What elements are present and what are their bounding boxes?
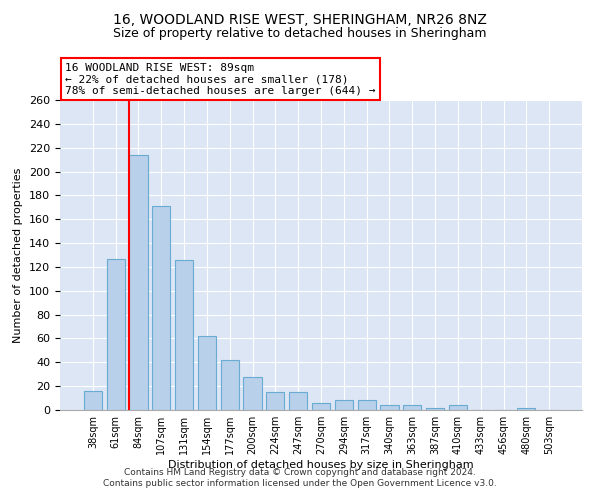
Bar [449, 405, 467, 410]
Text: Contains HM Land Registry data © Crown copyright and database right 2024.
Contai: Contains HM Land Registry data © Crown c… [103, 468, 497, 487]
Bar [175, 260, 193, 410]
Text: 16 WOODLAND RISE WEST: 89sqm
← 22% of detached houses are smaller (178)
78% of s: 16 WOODLAND RISE WEST: 89sqm ← 22% of de… [65, 63, 376, 96]
Bar [403, 405, 421, 410]
Bar [107, 258, 125, 410]
Bar [380, 405, 398, 410]
Bar [312, 403, 330, 410]
Bar [84, 391, 102, 410]
Text: 16, WOODLAND RISE WEST, SHERINGHAM, NR26 8NZ: 16, WOODLAND RISE WEST, SHERINGHAM, NR26… [113, 12, 487, 26]
Bar [517, 408, 535, 410]
Bar [335, 400, 353, 410]
Text: Size of property relative to detached houses in Sheringham: Size of property relative to detached ho… [113, 28, 487, 40]
Bar [221, 360, 239, 410]
Bar [130, 155, 148, 410]
Y-axis label: Number of detached properties: Number of detached properties [13, 168, 23, 342]
Bar [266, 392, 284, 410]
Bar [426, 408, 444, 410]
Bar [358, 400, 376, 410]
X-axis label: Distribution of detached houses by size in Sheringham: Distribution of detached houses by size … [168, 460, 474, 470]
Bar [244, 376, 262, 410]
Bar [152, 206, 170, 410]
Bar [289, 392, 307, 410]
Bar [198, 336, 216, 410]
